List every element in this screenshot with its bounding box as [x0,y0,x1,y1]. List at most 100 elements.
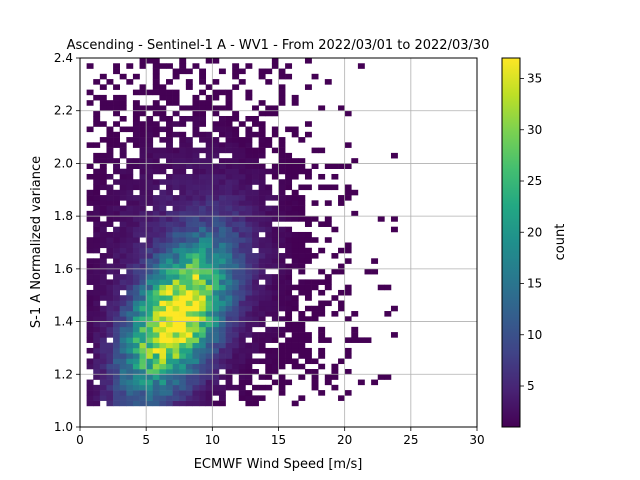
heatmap-cell [199,353,207,359]
heatmap-cell [351,332,359,338]
heatmap-cell [192,390,200,396]
heatmap-cell [338,163,345,169]
heatmap-cell [126,358,134,365]
heatmap-cell [205,284,213,291]
heatmap-cell [152,384,160,391]
heatmap-cells [86,58,398,407]
heatmap-cell [304,221,312,227]
heatmap-cell [232,152,240,159]
heatmap-cell [357,63,365,69]
heatmap-cell [179,105,187,112]
colorbar-tick-label: 25 [527,174,542,188]
heatmap-cell [146,374,154,380]
heatmap-cell [238,158,246,164]
heatmap-cell [192,284,200,291]
heatmap-cell [252,369,259,375]
heatmap-cell [93,400,101,407]
heatmap-cell [126,363,134,370]
heatmap-cell [258,289,266,296]
heatmap-cell [218,384,226,391]
heatmap-cell [119,237,127,243]
heatmap-cell [179,358,187,365]
heatmap-cell [113,205,120,212]
heatmap-cell [291,237,299,243]
heatmap-cell [146,179,154,185]
heatmap-cell [245,184,253,191]
heatmap-cell [212,163,220,169]
heatmap-cell [238,189,246,196]
heatmap-cell [258,221,266,227]
heatmap-cell [390,226,398,233]
heatmap-cell [172,231,180,238]
heatmap-cell [278,390,286,396]
heatmap-cell [185,400,193,407]
heatmap-cell [245,263,253,270]
heatmap-cell [185,210,193,217]
heatmap-cell [113,321,120,328]
heatmap-cell [225,115,233,122]
heatmap-cell [126,374,134,380]
heatmap-cell [271,173,279,180]
heatmap-cell [331,253,339,259]
heatmap-cell [139,374,147,380]
heatmap-cell [159,279,167,285]
heatmap-cell [132,237,140,243]
heatmap-cell [225,189,233,196]
heatmap-cell [159,347,167,354]
heatmap-cell [106,332,114,338]
heatmap-cell [113,379,120,386]
heatmap-cell [238,321,246,328]
heatmap-cell [232,216,240,222]
heatmap-cell [86,379,94,386]
heatmap-cell [199,168,207,175]
heatmap-cell [304,284,312,291]
heatmap-cell [232,363,240,370]
heatmap-cell [252,121,259,127]
heatmap-cell [232,205,240,212]
heatmap-cell [258,142,266,148]
heatmap-cell [132,253,140,259]
heatmap-cell [172,374,180,380]
heatmap-cell [199,263,207,270]
heatmap-cell [172,152,180,159]
heatmap-cell [238,121,246,127]
heatmap-cell [126,195,134,201]
heatmap-cell [298,210,306,217]
heatmap-cell [172,168,180,175]
heatmap-cell [225,179,233,185]
heatmap-cell [179,363,187,370]
heatmap-cell [285,268,293,275]
heatmap-cell [146,342,154,349]
heatmap-cell [146,158,154,164]
heatmap-cell [252,158,259,164]
heatmap-cell [225,358,233,365]
heatmap-cell [291,126,299,133]
heatmap-cell [199,131,207,138]
heatmap-cell [225,89,233,96]
heatmap-cell [113,369,120,375]
heatmap-cell [185,395,193,401]
heatmap-cell [318,300,326,307]
heatmap-cell [225,258,233,264]
heatmap-cell [99,342,107,349]
heatmap-cell [192,279,200,285]
heatmap-cell [225,305,233,312]
heatmap-cell [99,268,107,275]
heatmap-cell [199,184,207,191]
heatmap-cell [146,358,154,365]
heatmap-cell [172,205,180,212]
heatmap-cell [252,231,259,238]
heatmap-cell [205,342,213,349]
heatmap-cell [225,332,233,338]
heatmap-cell [212,205,220,212]
heatmap-cell [126,200,134,206]
heatmap-cell [311,73,319,80]
heatmap-cell [132,210,140,217]
heatmap-cell [304,353,312,359]
heatmap-cell [113,105,120,112]
heatmap-cell [218,390,226,396]
heatmap-cell [265,253,273,259]
heatmap-cell [218,321,226,328]
heatmap-cell [93,268,101,275]
heatmap-cell [258,253,266,259]
